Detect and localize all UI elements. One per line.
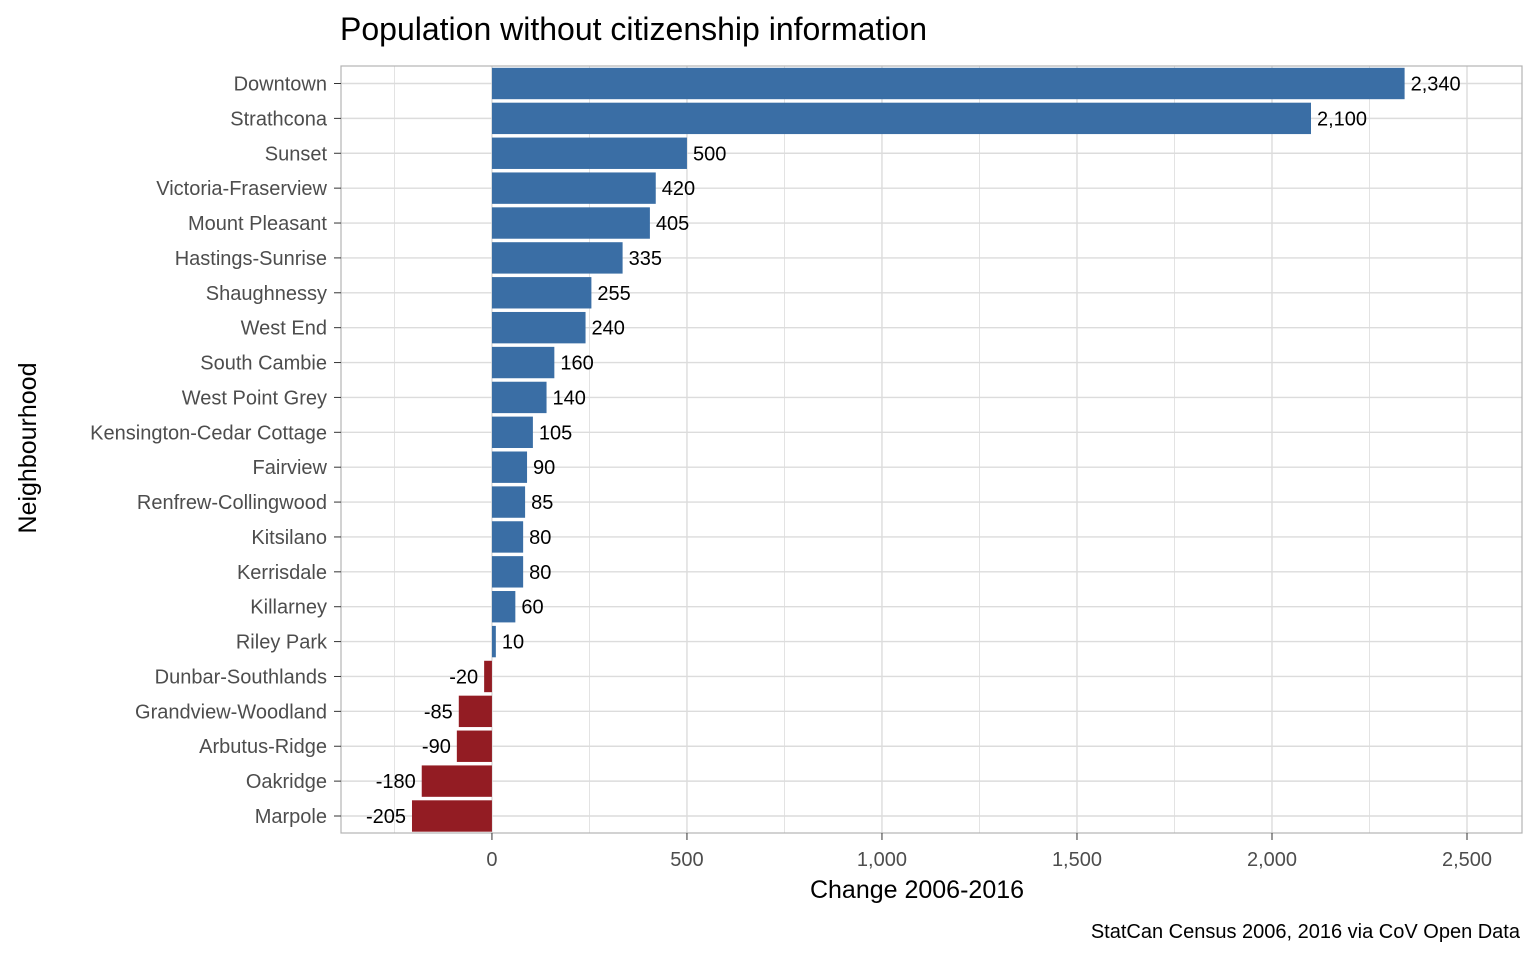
data-label: 160 xyxy=(560,353,593,375)
bar xyxy=(491,625,496,658)
data-label: 85 xyxy=(531,492,553,514)
data-label: 90 xyxy=(533,457,555,479)
panel-border xyxy=(340,65,1523,834)
data-label: 60 xyxy=(521,597,543,619)
data-label: 240 xyxy=(592,318,625,340)
data-label: -85 xyxy=(424,701,453,723)
data-label: 140 xyxy=(553,387,586,409)
y-tick-label: Victoria-Fraserview xyxy=(156,178,327,200)
y-tick-label: Kitsilano xyxy=(251,527,327,549)
bar xyxy=(491,137,687,169)
bar xyxy=(491,486,526,518)
data-label: 80 xyxy=(529,562,551,584)
x-tick-label: 500 xyxy=(670,849,703,871)
data-label: 10 xyxy=(502,632,524,654)
data-label: -20 xyxy=(449,666,478,688)
chart-caption: StatCan Census 2006, 2016 via CoV Open D… xyxy=(1091,921,1521,943)
data-label: 105 xyxy=(539,422,572,444)
bar xyxy=(491,416,533,449)
data-label: 405 xyxy=(656,213,689,235)
bar xyxy=(458,695,492,728)
bars xyxy=(411,67,1405,832)
data-label: -90 xyxy=(422,736,451,758)
x-tick-label: 0 xyxy=(486,849,497,871)
y-axis-ticks: Downtown Strathcona Sunset Victoria-Fraserv… xyxy=(90,74,341,828)
bar xyxy=(456,730,492,762)
data-label: -180 xyxy=(376,771,416,793)
y-axis-title: Neighbourhood xyxy=(14,363,42,534)
bar xyxy=(491,521,524,553)
y-tick-label: Oakridge xyxy=(246,771,327,793)
bar xyxy=(491,381,547,414)
y-tick-label: Downtown xyxy=(234,74,327,96)
y-tick-label: Sunset xyxy=(265,143,328,165)
bar xyxy=(491,102,1311,135)
bar xyxy=(491,591,516,623)
bar xyxy=(491,346,555,379)
y-tick-label: Kensington-Cedar Cottage xyxy=(90,422,327,444)
y-tick-label: Arbutus-Ridge xyxy=(199,736,327,758)
x-tick-label: 2,500 xyxy=(1442,849,1492,871)
bar xyxy=(484,660,492,693)
y-tick-label: Fairview xyxy=(253,457,328,479)
x-tick-label: 1,500 xyxy=(1052,849,1102,871)
bar xyxy=(491,556,524,588)
y-tick-label: Marpole xyxy=(255,806,327,828)
y-tick-label: West Point Grey xyxy=(182,387,327,409)
y-tick-label: Renfrew-Collingwood xyxy=(137,492,327,514)
x-tick-label: 1,000 xyxy=(857,849,907,871)
data-labels: 2,340 2,100 500 420 405 335 255 240 160 140 105 90 8… xyxy=(366,74,1461,829)
x-tick-label: 2,000 xyxy=(1247,849,1297,871)
data-label: 2,340 xyxy=(1411,74,1461,96)
bar xyxy=(491,67,1405,100)
data-label: 500 xyxy=(693,143,726,165)
y-tick-label: Riley Park xyxy=(236,632,328,654)
y-tick-label: South Cambie xyxy=(200,353,327,375)
y-tick-label: Kerrisdale xyxy=(237,562,327,584)
chart-title: Population without citizenship informati… xyxy=(340,11,927,47)
bar xyxy=(491,172,656,204)
y-tick-label: Killarney xyxy=(250,597,327,619)
data-label: 255 xyxy=(597,283,630,305)
y-tick-label: West End xyxy=(241,318,327,340)
bar xyxy=(491,451,528,483)
bar xyxy=(491,207,650,239)
y-tick-label: Grandview-Woodland xyxy=(135,701,327,723)
y-tick-label: Strathcona xyxy=(230,108,328,130)
y-tick-label: Hastings-Sunrise xyxy=(175,248,327,270)
bar xyxy=(421,765,492,797)
data-label: 335 xyxy=(629,248,662,270)
x-axis-ticks: 0 500 1,000 1,500 2,000 2,500 xyxy=(486,833,1492,871)
data-label: -205 xyxy=(366,806,406,828)
y-tick-label: Shaughnessy xyxy=(206,283,327,305)
x-axis-title: Change 2006-2016 xyxy=(810,876,1024,904)
data-label: 2,100 xyxy=(1317,108,1367,130)
data-label: 420 xyxy=(662,178,695,200)
bar xyxy=(491,277,592,309)
bar xyxy=(491,242,623,274)
bar xyxy=(411,800,492,832)
data-label: 80 xyxy=(529,527,551,549)
y-tick-label: Dunbar-Southlands xyxy=(155,666,327,688)
bar xyxy=(491,311,586,344)
y-tick-label: Mount Pleasant xyxy=(188,213,327,235)
